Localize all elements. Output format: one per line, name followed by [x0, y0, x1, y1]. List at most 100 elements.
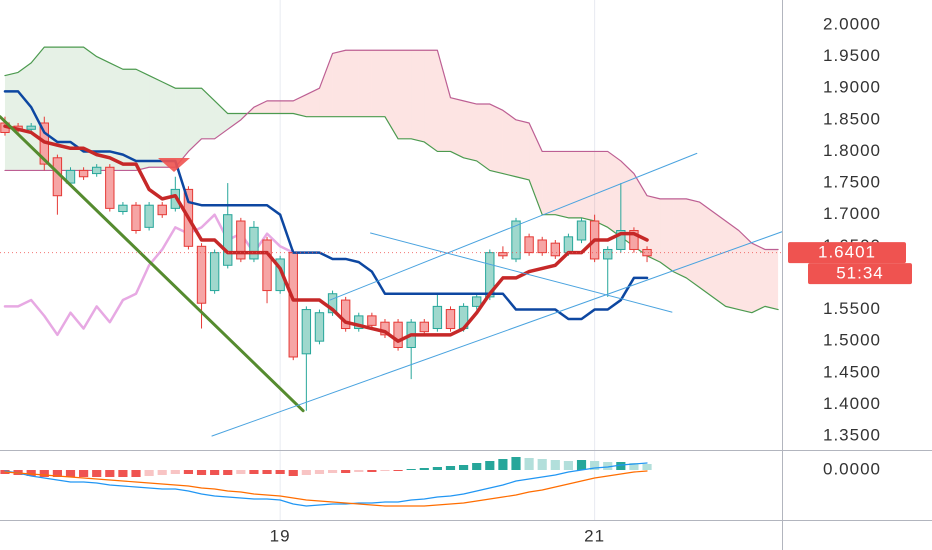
cloud-fill — [542, 151, 556, 215]
histogram-bar — [485, 461, 495, 470]
countdown-box — [808, 263, 912, 285]
candle-body — [92, 166, 102, 175]
cloud-fill — [594, 151, 608, 228]
histogram-bar — [511, 457, 521, 470]
histogram-bar — [406, 469, 416, 470]
histogram-bar — [380, 470, 390, 471]
histogram-bar — [157, 470, 167, 475]
countdown-label: 51:34 — [836, 264, 884, 283]
cloud-fill — [476, 104, 490, 171]
histogram-bar — [629, 463, 639, 470]
cloud-fill — [686, 198, 700, 288]
histogram-bar — [642, 464, 652, 470]
candle-body — [563, 236, 574, 254]
y-tick-label: 1.4500 — [823, 362, 881, 381]
candle-body — [314, 312, 325, 342]
y-tick-label: 1.9500 — [823, 46, 881, 65]
cloud-fill — [555, 151, 569, 218]
histogram-bar — [537, 459, 547, 470]
cloud-fill — [764, 249, 779, 310]
candle-body — [196, 245, 207, 304]
signal-marker — [158, 158, 190, 172]
y-tick-label: 1.4000 — [823, 394, 881, 413]
trend-line — [211, 231, 783, 437]
histogram-bar — [249, 470, 259, 474]
y-tick-label: 1.3500 — [823, 426, 881, 445]
price-box-layer: 1.6401 51:34 — [788, 242, 912, 285]
histogram-bar — [498, 459, 508, 470]
cloud-fill — [751, 243, 765, 313]
cloud-fill — [280, 100, 294, 114]
candle-body — [209, 252, 220, 292]
histogram-bar — [563, 461, 574, 470]
candle-body — [550, 242, 561, 257]
cloud-fill — [214, 100, 228, 139]
histogram-bar — [393, 470, 403, 471]
macd-layer — [0, 457, 652, 507]
histogram-bar — [341, 470, 351, 473]
histogram-bar — [105, 470, 115, 477]
candle-body — [472, 296, 482, 307]
cloud-fill — [188, 88, 202, 152]
cloud-fill — [398, 50, 412, 139]
histogram-bar — [288, 470, 298, 476]
y-tick-label: 1.5500 — [823, 299, 881, 318]
cloud-fill — [699, 202, 713, 297]
cloud-fill — [450, 97, 464, 158]
cloud-fill — [502, 110, 516, 177]
candle-body — [629, 230, 639, 250]
cloud-fill — [581, 151, 595, 222]
last-price-label: 1.6401 — [818, 243, 876, 262]
candle-body — [485, 252, 495, 298]
cloud-fill — [568, 151, 582, 218]
cloud-fill — [660, 198, 674, 272]
histogram-bar — [92, 470, 102, 477]
cloud-fill — [463, 100, 477, 161]
cloud-fill — [149, 75, 163, 168]
cloud-span-b — [4, 49, 779, 251]
cloud-fill — [136, 69, 150, 171]
y-tick-label: 1.7000 — [823, 204, 881, 223]
trend-line — [329, 152, 698, 301]
histogram-bar — [590, 461, 600, 470]
histogram-bar — [603, 462, 613, 470]
cloud-fill — [227, 113, 241, 130]
histogram-bar — [262, 470, 272, 474]
candle-body — [603, 248, 613, 260]
cloud-fill — [162, 81, 176, 168]
candle-body — [432, 305, 443, 330]
histogram-bar — [183, 470, 194, 474]
cloud-fill — [18, 62, 32, 171]
histogram-bar — [367, 470, 377, 472]
candle-body — [367, 315, 377, 326]
cloud-fill — [607, 151, 621, 237]
cloud-fill — [424, 50, 438, 152]
cloud-fill — [358, 50, 372, 117]
candle-body — [380, 321, 390, 336]
candle-body — [118, 204, 128, 213]
candle-body — [340, 299, 351, 330]
candle-body — [301, 309, 312, 355]
cloud-fill — [175, 88, 189, 168]
cloud-fill — [516, 119, 530, 180]
cloud-fill — [332, 50, 346, 117]
cloud-fill — [109, 62, 123, 171]
indicator-line — [3, 90, 649, 321]
y-tick-label: 1.8500 — [823, 109, 881, 128]
candle-body — [524, 236, 534, 254]
histogram-bar — [314, 470, 325, 474]
candle-body — [354, 315, 364, 330]
histogram-bar — [52, 470, 62, 477]
cloud-fill — [673, 198, 687, 278]
candle-body — [327, 293, 338, 314]
cloud-fill — [437, 50, 451, 152]
histogram-bar — [432, 467, 442, 470]
macd-line — [4, 462, 648, 507]
x-tick-label: 21 — [584, 526, 605, 545]
histogram-bar — [210, 470, 220, 475]
cloud-span-a — [4, 46, 779, 314]
histogram-bar — [301, 470, 311, 475]
candle-body — [498, 252, 508, 257]
